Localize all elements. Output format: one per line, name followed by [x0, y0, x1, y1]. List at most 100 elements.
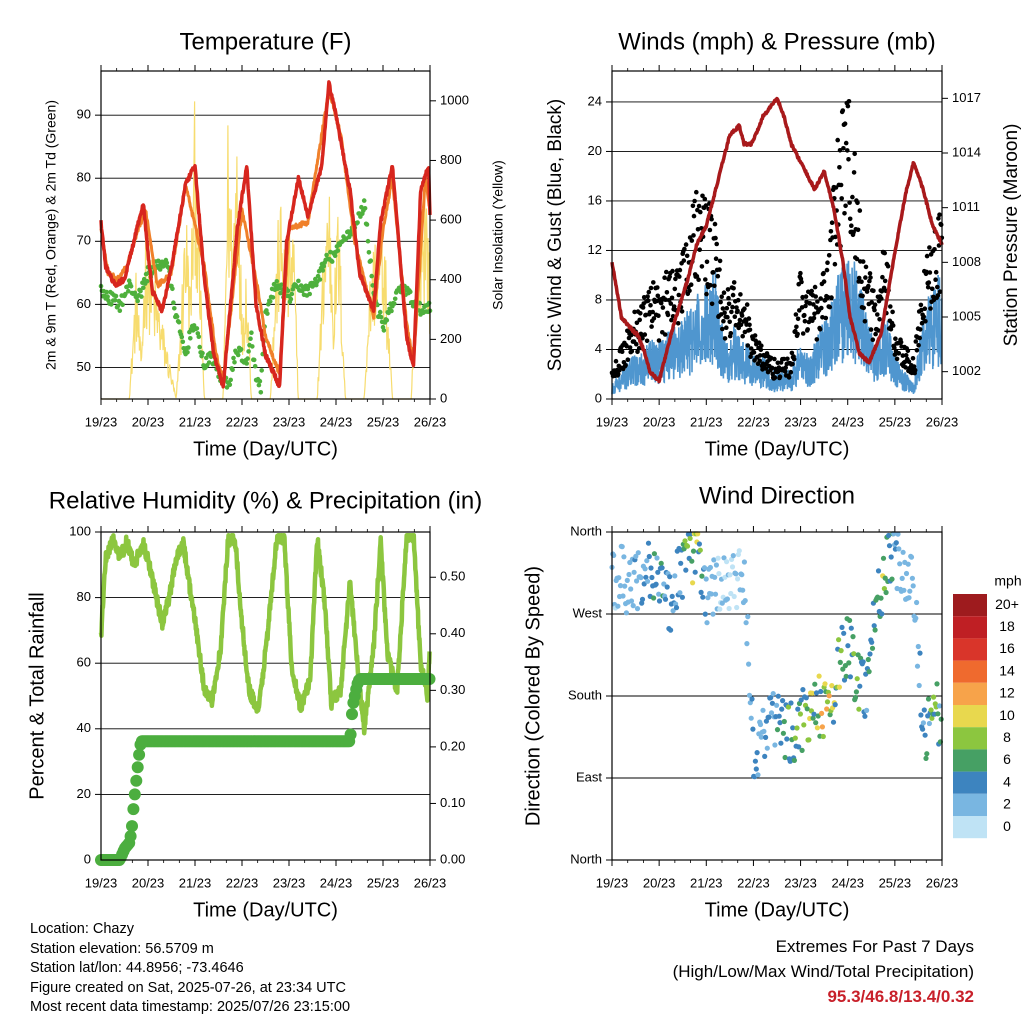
- direction-point: [719, 600, 725, 606]
- gust-point: [929, 286, 935, 292]
- gust-point: [751, 350, 757, 355]
- direction-point: [806, 737, 812, 743]
- direction-point: [704, 620, 710, 626]
- x-tick-label-1: 19/23: [85, 414, 118, 429]
- gust-point: [928, 306, 933, 311]
- direction-point: [780, 730, 787, 736]
- gust-point: [677, 267, 683, 273]
- x-tick-label-2: 23/23: [784, 414, 817, 429]
- gust-point: [845, 148, 850, 153]
- gust-point: [709, 216, 714, 222]
- gust-point: [681, 258, 687, 263]
- gust-point: [702, 196, 708, 202]
- dewpoint-point: [369, 273, 375, 279]
- dewpoint-point: [359, 204, 364, 210]
- gust-point: [862, 319, 868, 324]
- direction-point: [712, 574, 718, 580]
- x-tick-label-1: 25/23: [367, 414, 400, 429]
- direction-point: [866, 669, 872, 675]
- gust-point: [854, 256, 860, 262]
- gust-point: [835, 137, 840, 143]
- x-tick-label-3: 21/23: [179, 875, 212, 890]
- direction-point: [758, 734, 764, 740]
- gust-point: [682, 246, 687, 252]
- gust-point: [715, 273, 721, 279]
- y-tick-label-4: West: [573, 605, 603, 620]
- direction-point: [669, 593, 675, 600]
- rainfall-point: [126, 820, 138, 833]
- gust-point: [790, 361, 795, 367]
- dewpoint-point: [324, 252, 329, 258]
- direction-point: [646, 553, 652, 560]
- gust-point: [918, 302, 924, 308]
- gust-point: [662, 275, 667, 281]
- gust-point: [846, 99, 852, 104]
- gust-point: [690, 203, 696, 209]
- gust-point: [825, 295, 831, 300]
- direction-point: [857, 683, 863, 689]
- direction-point: [926, 720, 933, 727]
- direction-point: [654, 555, 660, 561]
- gust-point: [775, 360, 781, 366]
- y2-tick-label-1: 0: [440, 390, 447, 405]
- direction-point: [697, 547, 703, 553]
- direction-point: [729, 564, 736, 570]
- rainfall-point: [130, 774, 143, 787]
- x-tick-label-2: 22/23: [737, 414, 770, 429]
- dewpoint-point: [355, 220, 360, 225]
- direction-point: [851, 651, 857, 657]
- direction-point: [901, 587, 907, 593]
- gust-point: [752, 333, 758, 338]
- y-tick-label-3: 60: [77, 655, 91, 670]
- dewpoint-point: [139, 294, 144, 299]
- direction-point: [762, 753, 768, 760]
- x-tick-label-2: 25/23: [879, 414, 912, 429]
- dewpoint-point: [366, 250, 372, 255]
- gust-point: [704, 291, 709, 297]
- gust-point: [781, 356, 787, 362]
- rainfall-point: [127, 803, 140, 816]
- y-tick-label-3: 0: [84, 851, 91, 866]
- direction-point: [865, 656, 871, 663]
- direction-point: [746, 661, 752, 667]
- dewpoint-point: [235, 352, 241, 358]
- gust-point: [873, 331, 878, 337]
- direction-point: [914, 663, 921, 669]
- direction-point: [852, 694, 859, 701]
- direction-point: [810, 715, 816, 721]
- gust-point: [910, 356, 916, 361]
- gust-point: [832, 261, 838, 267]
- gust-point: [888, 304, 893, 309]
- direction-point: [848, 625, 854, 631]
- gust-point: [772, 375, 778, 380]
- direction-point: [790, 725, 796, 731]
- direction-point: [813, 720, 819, 726]
- dewpoint-point: [104, 289, 109, 295]
- gust-point: [726, 301, 732, 307]
- direction-point: [753, 766, 759, 772]
- speed-legend: [953, 594, 987, 839]
- direction-point: [712, 591, 719, 597]
- direction-point: [826, 693, 832, 699]
- gust-point: [855, 200, 860, 206]
- x-axis-label-4: Time (Day/UTC): [705, 899, 850, 921]
- panel-title-3: Relative Humidity (%) & Precipitation (i…: [49, 487, 482, 514]
- direction-point: [896, 546, 902, 552]
- dewpoint-point: [265, 311, 270, 316]
- gust-point: [877, 317, 882, 322]
- direction-point: [769, 700, 776, 706]
- y2-tick-label-1: 1000: [440, 92, 469, 107]
- gust-point: [837, 165, 842, 170]
- direction-point: [638, 575, 644, 581]
- direction-point: [659, 565, 665, 571]
- gust-point: [731, 280, 737, 285]
- gust-point: [697, 247, 702, 252]
- gust-point: [925, 284, 931, 290]
- gust-point: [866, 283, 871, 289]
- direction-point: [658, 560, 664, 567]
- gust-point: [795, 331, 800, 337]
- station-info: Location: Chazy Station elevation: 56.57…: [30, 920, 350, 1018]
- direction-point: [843, 673, 849, 679]
- gust-point: [711, 270, 716, 275]
- direction-point: [745, 614, 751, 620]
